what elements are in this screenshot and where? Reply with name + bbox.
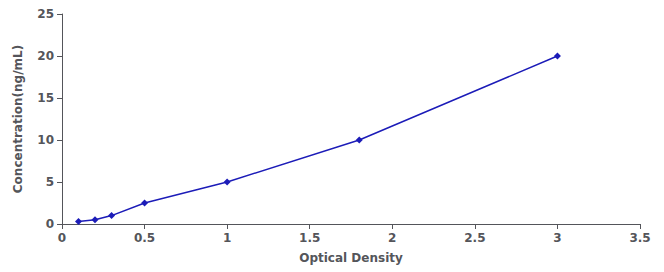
svg-text:0: 0: [58, 231, 66, 245]
svg-text:15: 15: [37, 91, 54, 105]
svg-text:25: 25: [37, 7, 54, 21]
svg-text:0.5: 0.5: [134, 231, 155, 245]
svg-text:0: 0: [46, 217, 54, 231]
svg-text:1.5: 1.5: [299, 231, 320, 245]
svg-text:2: 2: [388, 231, 396, 245]
svg-text:2.5: 2.5: [464, 231, 485, 245]
svg-text:10: 10: [37, 133, 54, 147]
svg-text:Optical Density: Optical Density: [299, 251, 403, 265]
svg-text:1: 1: [223, 231, 231, 245]
svg-text:3: 3: [553, 231, 561, 245]
svg-text:Concentration(ng/mL): Concentration(ng/mL): [11, 45, 25, 193]
svg-text:20: 20: [37, 49, 54, 63]
svg-text:3.5: 3.5: [629, 231, 650, 245]
svg-text:5: 5: [46, 175, 54, 189]
